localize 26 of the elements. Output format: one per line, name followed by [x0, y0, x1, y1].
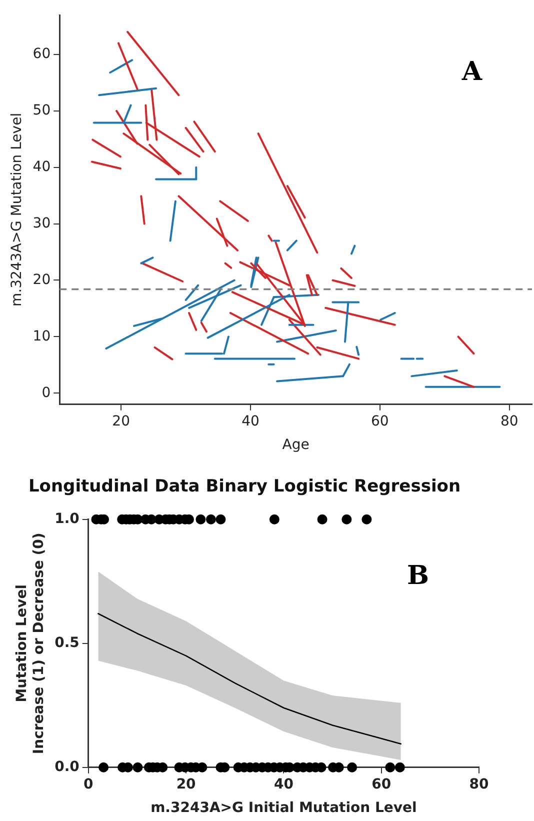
x-tick-label: 60 [372, 776, 392, 792]
x-tick-label: 60 [371, 413, 389, 430]
x-tick-label: 0 [84, 776, 94, 792]
chart-title: Longitudinal Data Binary Logistic Regression [28, 476, 461, 497]
y-tick-label: 50 [32, 102, 51, 119]
x-tick-label: 80 [469, 776, 489, 792]
x-axis-title: Age [282, 437, 310, 454]
y-tick-label: 40 [32, 159, 51, 176]
y-tick-label: 20 [32, 272, 51, 288]
y-axis-title: m.3243A>G Mutation Level [9, 112, 26, 306]
y-tick-label: 1.0 [54, 511, 80, 528]
y-tick-label: 0 [42, 384, 51, 401]
x-tick-label: 20 [112, 413, 130, 430]
annotation: A [460, 56, 483, 87]
y-tick-label: 60 [32, 46, 51, 62]
y-tick-label: 0.5 [54, 635, 80, 652]
y-axis-title: Mutation Level Increase (1) or Decrease (0) [14, 532, 47, 754]
y-tick-label: 30 [32, 215, 51, 232]
annotation: B [407, 561, 429, 592]
x-tick-label: 20 [176, 776, 196, 792]
y-tick-label: 0.0 [54, 759, 80, 776]
x-tick-label: 80 [500, 413, 518, 430]
x-tick-label: 40 [242, 413, 260, 430]
y-tick-label: 10 [32, 328, 51, 344]
x-tick-label: 40 [274, 776, 294, 792]
x-axis-title: m.3243A>G Initial Mutation Level [150, 800, 417, 816]
